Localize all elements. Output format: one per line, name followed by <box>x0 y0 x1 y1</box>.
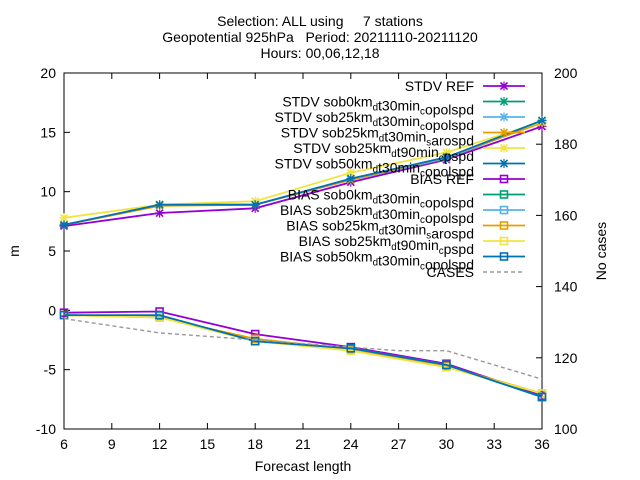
legend-label: BIAS sob25kmdt30mincopolspd <box>280 202 474 226</box>
legend-label: STDV sob50kmdt30mincopolspd <box>275 156 474 180</box>
legend-label: STDV sob25kmdt90mincpspd <box>293 140 474 164</box>
legend-label: STDV sob0kmdt30mincopolspd <box>282 94 474 118</box>
x-tick-label: 21 <box>295 436 311 452</box>
axes: 6 9 12 15 18 21 24 27 30 33 36 -10 -5 0 5 10 15 20 100 120 1… <box>6 65 609 474</box>
legend-label: BIAS sob25kmdt30minsarospd <box>286 218 474 242</box>
y2-tick-label: 100 <box>554 421 578 437</box>
square-marker <box>499 205 509 215</box>
x-tick-label: 18 <box>247 436 263 452</box>
cross-marker <box>537 115 547 125</box>
series <box>59 310 547 402</box>
series-line <box>63 317 543 380</box>
square-marker <box>499 252 509 261</box>
square-marker <box>346 344 356 353</box>
x-tick-label: 36 <box>534 436 550 452</box>
title-line: Hours: 00,06,12,18 <box>260 45 379 61</box>
y-tick-label: -5 <box>44 362 57 378</box>
series <box>59 310 547 398</box>
series <box>59 307 547 401</box>
x-tick-label: 27 <box>391 436 407 452</box>
x-axis-label: Forecast length <box>255 458 352 474</box>
square-marker <box>499 236 509 246</box>
cross-marker <box>499 159 509 168</box>
x-tick-label: 9 <box>108 436 116 452</box>
series-line <box>63 314 543 398</box>
y2-axis-label: No cases <box>593 222 609 280</box>
x-tick-label: 15 <box>200 436 216 452</box>
series-line <box>63 119 543 226</box>
x-tick-label: 6 <box>60 436 68 452</box>
x-tick-label: 30 <box>439 436 455 452</box>
title-line: Geopotential 925hPa Period: 20211110-202… <box>162 29 478 45</box>
series-line <box>63 125 543 227</box>
legend-label: STDV sob25kmdt30minsarospd <box>281 125 474 149</box>
cross-marker <box>155 200 165 210</box>
legend-label: BIAS sob50kmdt30mincopolspd <box>280 249 474 273</box>
series <box>59 115 547 230</box>
square-marker <box>537 392 547 402</box>
cross-marker <box>499 112 509 122</box>
series-line <box>63 310 543 397</box>
y2-tick-label: 160 <box>554 207 578 223</box>
legend-label: BIAS sob25kmdt90mincpspd <box>299 233 474 257</box>
y2-tick-label: 180 <box>554 136 578 152</box>
y2-tick-label: 140 <box>554 279 578 295</box>
chart-title: Selection: ALL using 7 stationsGeopotent… <box>162 13 478 61</box>
legend-label: BIAS sob0kmdt30mincopolspd <box>288 187 474 211</box>
square-marker <box>499 190 509 199</box>
cross-marker <box>250 200 260 210</box>
series <box>59 310 547 402</box>
cross-marker <box>499 81 509 91</box>
cross-marker <box>441 152 451 162</box>
square-marker <box>155 310 164 320</box>
legend-label: STDV sob25kmdt30mincopolspd <box>275 109 474 133</box>
series-line <box>63 120 543 219</box>
y-tick-label: 5 <box>48 243 56 259</box>
y-tick-label: 0 <box>48 302 56 318</box>
square-marker <box>442 360 451 370</box>
series <box>59 310 547 402</box>
legend-label: STDV REF <box>405 78 474 94</box>
series-layer <box>59 115 547 402</box>
y-tick-label: -10 <box>36 421 56 437</box>
square-marker <box>250 336 260 346</box>
cross-marker <box>499 143 509 153</box>
y-tick-label: 15 <box>40 124 56 140</box>
series-line <box>63 314 543 395</box>
square-marker <box>499 174 509 184</box>
series-line <box>64 314 543 398</box>
y2-tick-label: 200 <box>554 65 578 81</box>
legend-label: BIAS REF <box>410 171 474 187</box>
x-tick-label: 12 <box>152 436 168 452</box>
y-tick-label: 20 <box>40 65 56 81</box>
cross-marker <box>499 128 509 137</box>
y-axis-label: m <box>6 245 22 257</box>
legend-label: CASES <box>427 264 474 280</box>
x-tick-label: 33 <box>486 436 502 452</box>
cross-marker <box>499 97 509 106</box>
title-line: Selection: ALL using 7 stations <box>217 13 423 29</box>
y-tick-label: 10 <box>40 184 56 200</box>
y2-tick-label: 120 <box>554 350 578 366</box>
cross-marker <box>59 220 69 230</box>
series <box>59 310 547 398</box>
series-line <box>63 314 543 398</box>
cross-marker <box>346 174 356 184</box>
square-marker <box>59 310 69 320</box>
series <box>63 317 543 380</box>
x-tick-label: 24 <box>343 436 359 452</box>
series-line <box>63 314 543 395</box>
square-marker <box>499 221 509 230</box>
